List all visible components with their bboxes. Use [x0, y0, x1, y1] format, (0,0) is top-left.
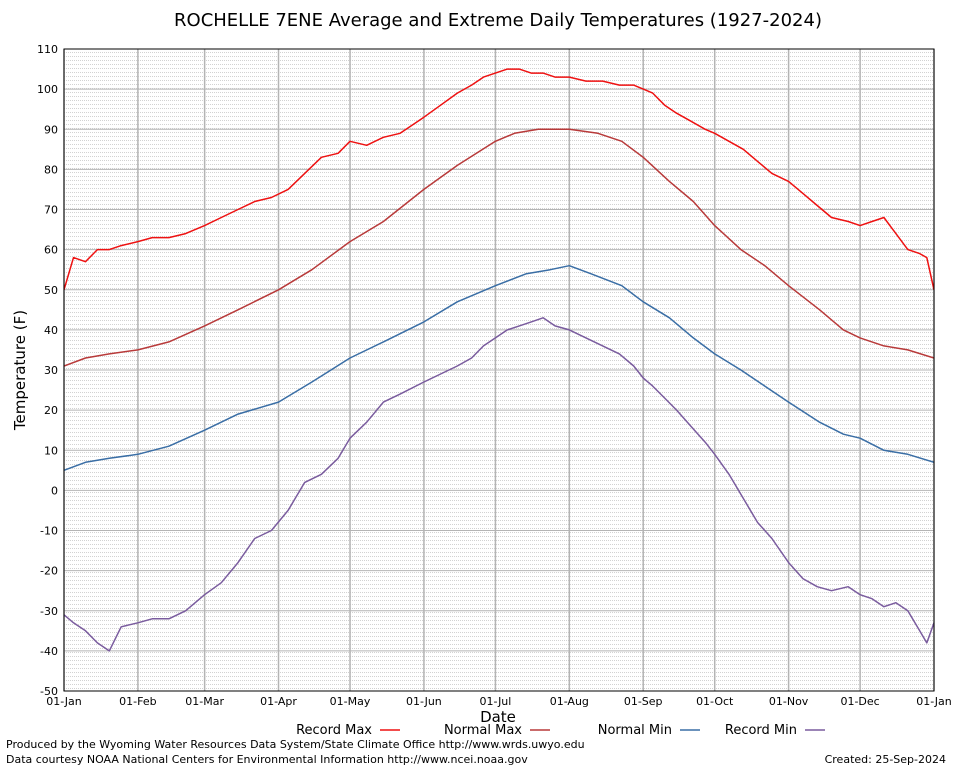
y-tick-label: 90: [44, 123, 58, 136]
x-tick-label: 01-Apr: [260, 695, 297, 708]
x-axis-label: Date: [480, 708, 516, 726]
x-tick-label: 01-Aug: [550, 695, 589, 708]
y-tick-label: 20: [44, 404, 58, 417]
x-axis-ticks: 01-Jan 01-Feb 01-Mar 01-Apr 01-May 01-Jun 01-J…: [46, 695, 952, 708]
legend-label-normal-max: Normal Max: [444, 723, 522, 738]
series-line-normal-max: [64, 128, 934, 367]
x-tick-label: 01-Oct: [696, 695, 734, 708]
y-tick-label: 40: [44, 324, 58, 337]
legend-label-normal-min: Normal Min: [598, 723, 672, 738]
series-line-record-max: [64, 68, 934, 291]
y-tick-label: -20: [40, 565, 58, 578]
chart-title: ROCHELLE 7ENE Average and Extreme Daily …: [174, 10, 822, 31]
legend: Record Max Normal Max Normal Min Record …: [296, 723, 825, 738]
x-tick-label: 01-Mar: [185, 695, 224, 708]
x-tick-label: 01-Jan: [46, 695, 82, 708]
series-line-record-min: [64, 317, 934, 652]
y-tick-label: 70: [44, 204, 58, 217]
legend-label-record-min: Record Min: [725, 723, 797, 738]
y-tick-label: -50: [40, 685, 58, 698]
y-tick-label: 110: [37, 43, 58, 56]
y-tick-label: 10: [44, 444, 58, 457]
plot-frame: [63, 48, 935, 692]
y-tick-label: -10: [40, 525, 58, 538]
y-tick-label: 0: [51, 484, 58, 497]
y-tick-label: 50: [44, 284, 58, 297]
y-tick-label: 30: [44, 364, 58, 377]
x-tick-label: 01-Jun: [406, 695, 442, 708]
y-tick-label: -30: [40, 605, 58, 618]
y-tick-label: -40: [40, 645, 58, 658]
x-tick-label: 01-Jan: [916, 695, 952, 708]
x-tick-label: 01-May: [330, 695, 371, 708]
x-tick-label: 01-Feb: [119, 695, 156, 708]
x-tick-label: 01-Jul: [479, 695, 511, 708]
footer-produced-by: Produced by the Wyoming Water Resources …: [6, 738, 585, 751]
y-tick-label: 80: [44, 163, 58, 176]
x-tick-label: 01-Sep: [624, 695, 663, 708]
x-tick-label: 01-Nov: [769, 695, 809, 708]
x-tick-label: 01-Dec: [840, 695, 879, 708]
footer-data-courtesy: Data courtesy NOAA National Centers for …: [6, 753, 528, 766]
y-tick-label: 60: [44, 244, 58, 257]
series-lines: [64, 68, 934, 652]
series-line-normal-min: [64, 264, 934, 472]
y-tick-label: 100: [37, 83, 58, 96]
footer-created: Created: 25-Sep-2024: [825, 753, 946, 766]
y-axis-label: Temperature (F): [11, 310, 29, 431]
legend-label-record-max: Record Max: [296, 723, 372, 738]
